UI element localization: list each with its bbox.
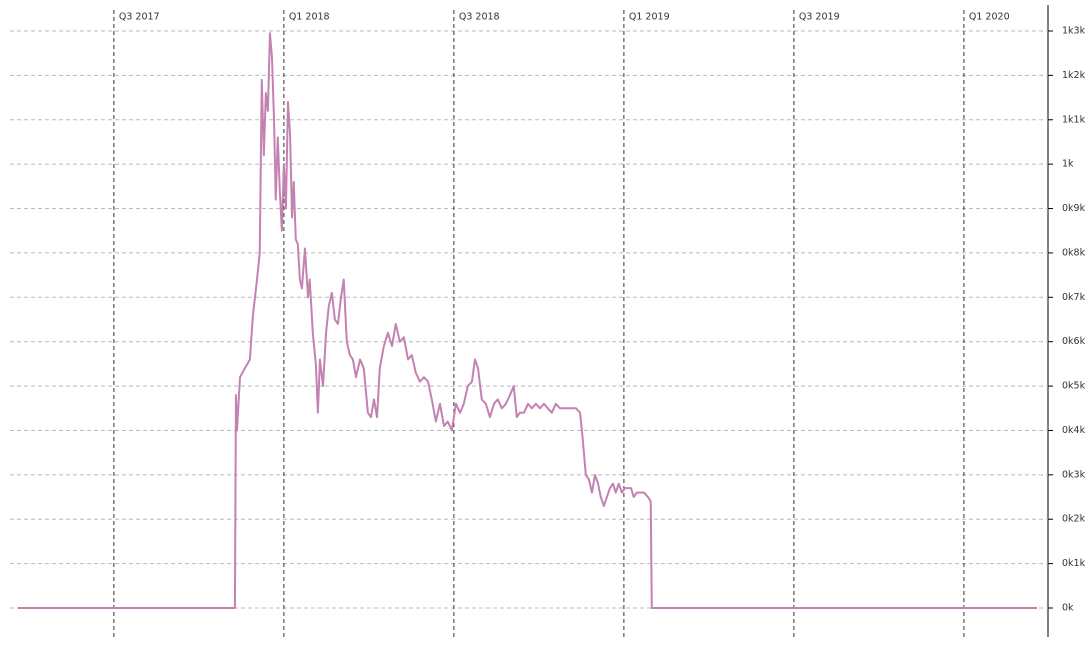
y-tick-label: 1k <box>1062 159 1074 170</box>
y-tick-label: 0k9k <box>1062 203 1086 214</box>
data-line <box>18 32 1037 609</box>
y-tick-label: 1k1k <box>1062 114 1086 125</box>
x-tick-label: Q1 2020 <box>969 12 1010 23</box>
y-tick-label: 0k8k <box>1062 247 1086 258</box>
y-tick-label: 1k3k <box>1062 26 1086 37</box>
y-tick-label: 1k2k <box>1062 70 1086 81</box>
y-tick-label: 0k <box>1062 603 1074 614</box>
x-tick-label: Q3 2017 <box>119 12 160 23</box>
y-tick-label: 0k2k <box>1062 514 1086 525</box>
y-tick-label: 0k1k <box>1062 558 1086 569</box>
y-tick-label: 0k7k <box>1062 292 1086 303</box>
x-tick-label: Q3 2019 <box>799 12 840 23</box>
y-tick-label: 0k5k <box>1062 381 1086 392</box>
y-tick-label: 0k3k <box>1062 469 1086 480</box>
x-tick-label: Q1 2019 <box>629 12 670 23</box>
x-tick-label: Q1 2018 <box>289 12 330 23</box>
y-tick-label: 0k6k <box>1062 336 1086 347</box>
x-tick-label: Q3 2018 <box>459 12 500 23</box>
y-tick-label: 0k4k <box>1062 425 1086 436</box>
